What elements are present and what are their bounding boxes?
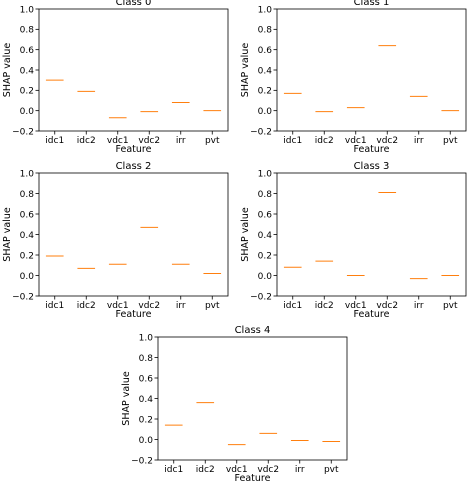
y-tick-label: 1.0 xyxy=(258,5,273,15)
y-tick-label: 0.6 xyxy=(20,46,35,56)
y-tick-label: 1.0 xyxy=(258,169,273,179)
x-tick-label-idc2: idc2 xyxy=(196,465,215,475)
x-tick-label-vdc1: vdc1 xyxy=(107,301,129,311)
chart-title: Class 3 xyxy=(354,161,390,172)
y-tick-label: 0.2 xyxy=(139,415,153,425)
y-tick-label: 0.0 xyxy=(258,107,273,117)
chart-panel-0: Class 0 SHAP value Feature −0.2 0.0 0.2 0.4 0.6… xyxy=(2,0,229,155)
x-tick-label-vdc2: vdc2 xyxy=(376,301,398,311)
x-tick-label-irr: irr xyxy=(176,136,186,146)
x-tick-label-pvt: pvt xyxy=(443,136,458,146)
chart-title: Class 0 xyxy=(116,0,152,8)
x-tick-label-vdc2: vdc2 xyxy=(138,136,160,146)
y-tick-label: 0.2 xyxy=(258,87,272,97)
y-tick-label: −0.2 xyxy=(250,127,272,137)
y-tick-label: 0.6 xyxy=(258,46,273,56)
y-tick-label: 0.4 xyxy=(20,66,35,76)
x-tick-label-idc1: idc1 xyxy=(45,301,64,311)
x-tick-label-pvt: pvt xyxy=(443,301,458,311)
chart-panel-1: Class 1 SHAP value Feature −0.2 0.0 0.2 0.4 0.6… xyxy=(240,0,467,155)
x-axis-label: Feature xyxy=(354,309,390,320)
x-tick-label-pvt: pvt xyxy=(205,301,220,311)
chart-panel-3: Class 3 SHAP value Feature −0.2 0.0 0.2 0.4 0.6… xyxy=(240,161,467,320)
plot-frame xyxy=(38,172,229,297)
x-tick-label-pvt: pvt xyxy=(324,465,339,475)
chart-title: Class 2 xyxy=(116,161,152,172)
x-tick-label-idc1: idc1 xyxy=(164,465,183,475)
chart-title: Class 1 xyxy=(354,0,390,8)
y-tick-label: −0.2 xyxy=(250,292,272,302)
y-tick-label: 0.4 xyxy=(20,231,35,241)
y-tick-label: −0.2 xyxy=(12,292,34,302)
y-tick-label: 0.4 xyxy=(258,66,273,76)
plot-frame xyxy=(276,172,467,297)
plot-frame xyxy=(276,8,467,132)
x-tick-label-vdc2: vdc2 xyxy=(376,136,398,146)
y-tick-label: 1.0 xyxy=(20,5,35,15)
y-tick-label: 0.6 xyxy=(20,210,35,220)
x-tick-label-idc1: idc1 xyxy=(283,136,302,146)
x-tick-label-idc2: idc2 xyxy=(315,136,334,146)
x-tick-label-vdc1: vdc1 xyxy=(107,136,129,146)
x-tick-label-vdc1: vdc1 xyxy=(345,301,367,311)
x-tick-label-idc2: idc2 xyxy=(77,301,96,311)
x-tick-label-vdc1: vdc1 xyxy=(345,136,367,146)
x-tick-label-irr: irr xyxy=(414,301,424,311)
y-tick-label: 0.0 xyxy=(139,436,154,446)
y-tick-label: 1.0 xyxy=(139,333,154,343)
x-tick-label-idc1: idc1 xyxy=(283,301,302,311)
x-tick-label-idc1: idc1 xyxy=(45,136,64,146)
y-axis-label: SHAP value xyxy=(240,207,251,262)
y-axis-label: SHAP value xyxy=(121,371,132,426)
y-tick-label: 0.8 xyxy=(258,190,273,200)
x-tick-label-irr: irr xyxy=(176,301,186,311)
y-tick-label: 0.4 xyxy=(139,395,154,405)
x-tick-label-idc2: idc2 xyxy=(315,301,334,311)
y-tick-label: 0.8 xyxy=(20,190,35,200)
y-tick-label: 0.8 xyxy=(139,354,154,364)
y-tick-label: 0.6 xyxy=(258,210,273,220)
y-tick-label: 0.6 xyxy=(139,374,154,384)
y-axis-label: SHAP value xyxy=(240,43,251,98)
x-tick-label-irr: irr xyxy=(414,136,424,146)
x-axis-label: Feature xyxy=(116,309,152,320)
chart-title: Class 4 xyxy=(235,325,271,336)
chart-panel-4: Class 4 SHAP value Feature −0.2 0.0 0.2 0.4 0.6… xyxy=(121,325,348,482)
x-tick-label-irr: irr xyxy=(295,465,305,475)
y-tick-label: 0.0 xyxy=(258,272,273,282)
x-axis-label: Feature xyxy=(354,144,390,155)
y-axis-label: SHAP value xyxy=(2,207,13,262)
y-tick-label: 0.8 xyxy=(258,26,273,36)
x-tick-label-idc2: idc2 xyxy=(77,136,96,146)
x-axis-label: Feature xyxy=(235,473,271,482)
y-tick-label: 0.2 xyxy=(258,251,272,261)
y-axis-label: SHAP value xyxy=(2,43,13,98)
plot-frame xyxy=(157,336,348,461)
x-tick-label-vdc2: vdc2 xyxy=(138,301,160,311)
x-axis-label: Feature xyxy=(116,144,152,155)
y-tick-label: 0.0 xyxy=(20,272,35,282)
x-tick-label-vdc1: vdc1 xyxy=(226,465,248,475)
plot-frame xyxy=(38,8,229,132)
y-tick-label: −0.2 xyxy=(12,127,34,137)
x-tick-label-pvt: pvt xyxy=(205,136,220,146)
y-tick-label: −0.2 xyxy=(131,456,153,466)
y-tick-label: 0.0 xyxy=(20,107,35,117)
chart-panel-2: Class 2 SHAP value Feature −0.2 0.0 0.2 0.4 0.6… xyxy=(2,161,229,320)
y-tick-label: 1.0 xyxy=(20,169,35,179)
y-tick-label: 0.2 xyxy=(20,87,34,97)
y-tick-label: 0.4 xyxy=(258,231,273,241)
y-tick-label: 0.2 xyxy=(20,251,34,261)
x-tick-label-vdc2: vdc2 xyxy=(257,465,279,475)
y-tick-label: 0.8 xyxy=(20,26,35,36)
